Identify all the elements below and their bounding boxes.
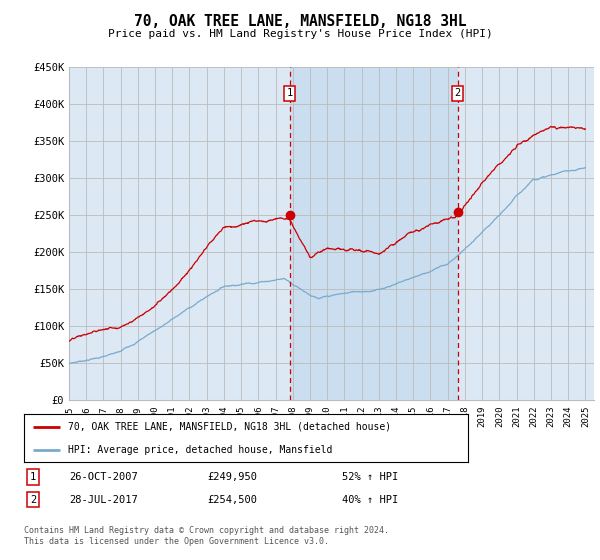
Text: 26-OCT-2007: 26-OCT-2007 [69, 472, 138, 482]
Text: 1: 1 [30, 472, 36, 482]
Bar [290, 67, 458, 400]
Text: 28-JUL-2017: 28-JUL-2017 [69, 494, 138, 505]
Text: 1: 1 [287, 88, 293, 98]
Text: 2: 2 [454, 88, 461, 98]
Text: 70, OAK TREE LANE, MANSFIELD, NG18 3HL (detached house): 70, OAK TREE LANE, MANSFIELD, NG18 3HL (… [68, 422, 392, 432]
Text: £254,500: £254,500 [207, 494, 257, 505]
Text: Contains HM Land Registry data © Crown copyright and database right 2024.
This d: Contains HM Land Registry data © Crown c… [24, 526, 389, 546]
Text: HPI: Average price, detached house, Mansfield: HPI: Average price, detached house, Mans… [68, 445, 333, 455]
Text: 2: 2 [30, 494, 36, 505]
Text: 52% ↑ HPI: 52% ↑ HPI [342, 472, 398, 482]
Text: Price paid vs. HM Land Registry's House Price Index (HPI): Price paid vs. HM Land Registry's House … [107, 29, 493, 39]
Text: 40% ↑ HPI: 40% ↑ HPI [342, 494, 398, 505]
Text: £249,950: £249,950 [207, 472, 257, 482]
Text: 70, OAK TREE LANE, MANSFIELD, NG18 3HL: 70, OAK TREE LANE, MANSFIELD, NG18 3HL [134, 14, 466, 29]
